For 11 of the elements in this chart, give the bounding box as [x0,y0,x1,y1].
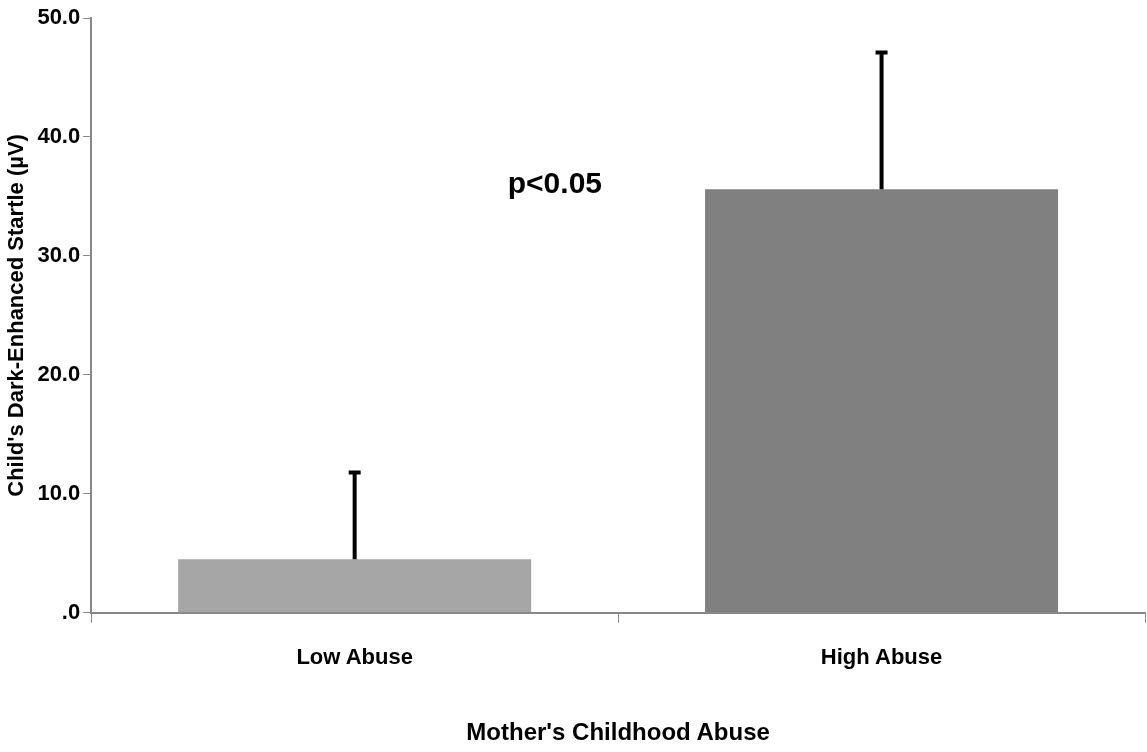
y-tick-label: 50.0 [37,4,81,30]
y-tick-label: 40.0 [37,123,81,149]
y-axis-title: Child's Dark-Enhanced Startle (µV) [3,134,29,497]
y-tick-label: 30.0 [37,241,81,267]
x-tick-label: High Abuse [820,644,943,670]
annotation: p<0.05 [507,165,602,199]
y-tick-label: 10.0 [37,479,81,505]
x-tick-label: Low Abuse [296,644,413,670]
x-axis-title: Mother's Childhood Abuse [466,718,770,746]
y-tick-label: 20.0 [37,360,81,386]
y-tick-label: .0 [61,598,81,624]
